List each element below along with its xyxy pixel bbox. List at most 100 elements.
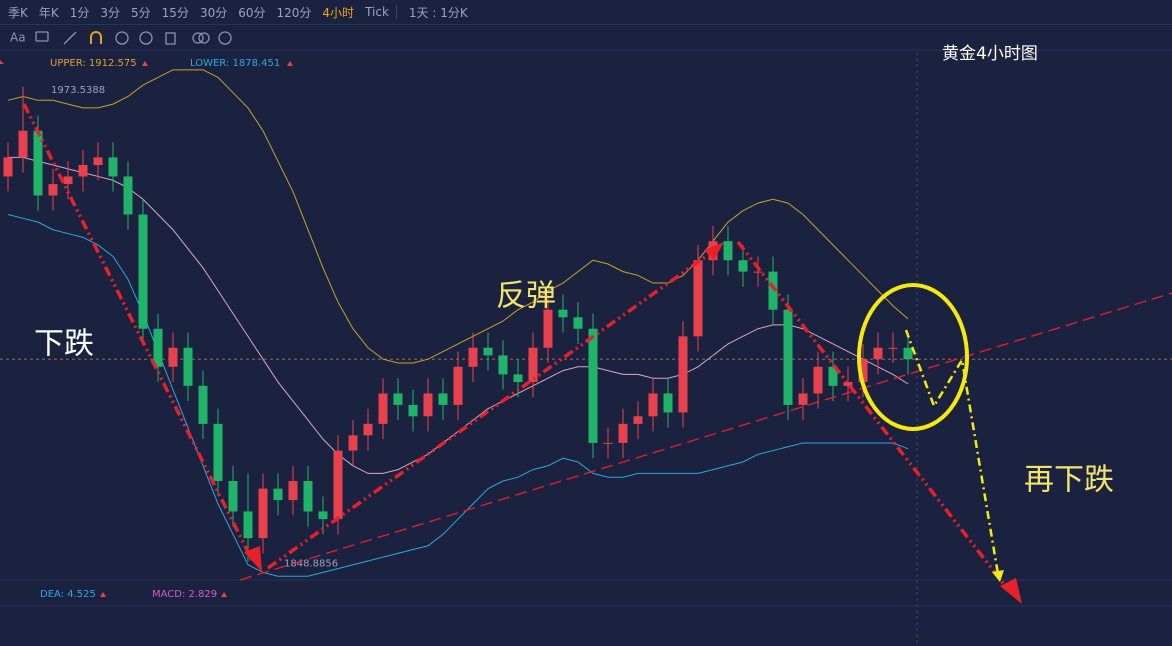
period-button[interactable]: 5分 — [131, 5, 151, 20]
arrowhead — [992, 570, 1004, 582]
period-button[interactable]: 季K — [8, 5, 28, 20]
candle-body — [168, 347, 178, 367]
candle-body — [843, 382, 853, 386]
candle-body — [723, 241, 733, 261]
comment-icon[interactable] — [35, 31, 49, 42]
candle-body — [633, 416, 643, 424]
candle-body — [78, 165, 88, 177]
candle-body — [618, 423, 628, 443]
macd-label: MACD: 2.829 — [152, 589, 217, 600]
marker — [287, 61, 293, 66]
chart-title: 黄金4小时图 — [942, 44, 1038, 64]
candle-body — [123, 176, 133, 215]
link-icon[interactable] — [192, 32, 204, 44]
arrowhead — [704, 242, 724, 260]
candle-body — [858, 359, 868, 383]
candle-body — [453, 366, 463, 405]
separator — [395, 5, 397, 19]
candle-body — [258, 488, 268, 539]
arrowhead — [1000, 578, 1022, 604]
candle-body — [378, 393, 388, 424]
period-button[interactable]: Tick — [365, 5, 389, 19]
annotation: 下跌 — [34, 327, 94, 362]
max-label: 1973.5388 — [51, 85, 105, 96]
period-button[interactable]: 年K — [38, 5, 59, 20]
candle-body — [438, 393, 448, 405]
candle-body — [198, 385, 208, 424]
marker — [221, 592, 227, 597]
candle-body — [573, 317, 583, 329]
candle-body — [408, 404, 418, 417]
settings-icon[interactable] — [218, 31, 232, 45]
period-button[interactable]: 30分 — [199, 5, 228, 20]
candle-body — [333, 450, 343, 520]
candle-body — [273, 488, 283, 501]
delete-icon[interactable] — [165, 32, 176, 45]
candle-body — [363, 423, 373, 436]
trend-line — [239, 292, 1172, 581]
period-button[interactable]: 3分 — [100, 5, 121, 20]
candle-body — [63, 176, 73, 185]
candle-body — [468, 347, 478, 367]
candle-body — [813, 366, 823, 394]
annotation: 反弹 — [496, 279, 556, 314]
candle-body — [303, 481, 313, 512]
candle-body — [783, 309, 793, 405]
period-button[interactable]: 15分 — [161, 5, 189, 20]
candle-body — [213, 423, 223, 482]
candle-body — [738, 260, 748, 272]
marker — [100, 592, 106, 597]
candle-body — [768, 271, 778, 310]
candle-body — [693, 260, 703, 337]
dea-label: DEA: 4.525 — [40, 589, 96, 600]
text-tool[interactable]: Aa — [10, 31, 26, 45]
magnet-icon[interactable] — [90, 31, 102, 44]
candle-body — [393, 393, 403, 405]
focus-circle — [857, 283, 969, 431]
candle-body — [513, 374, 523, 383]
candle-body — [243, 511, 253, 539]
candle-body — [498, 355, 508, 375]
range-select[interactable]: 1天 : 1分K — [408, 5, 468, 20]
candle-body — [318, 511, 328, 520]
candle-body — [423, 393, 433, 417]
candle-body — [663, 393, 673, 413]
candle-body — [648, 393, 658, 417]
upper-label: UPPER: 1912.575 — [50, 58, 137, 69]
candle-body — [558, 309, 568, 318]
eye-icon[interactable] — [115, 31, 129, 45]
down-arrow — [736, 240, 1012, 594]
candle-body — [93, 157, 103, 166]
candle-body — [228, 481, 238, 512]
candle-body — [903, 347, 913, 360]
candle-body — [873, 347, 883, 360]
candle-body — [48, 184, 58, 196]
candle-body — [888, 347, 898, 349]
candle-body — [528, 347, 538, 383]
arrowhead — [244, 546, 262, 572]
period-button[interactable]: 60分 — [238, 5, 266, 20]
band-line — [7, 69, 909, 364]
period-button[interactable]: 120分 — [276, 5, 312, 20]
candle-body — [543, 309, 553, 348]
candle-body — [3, 157, 13, 177]
hide-icon[interactable] — [139, 31, 153, 45]
period-button[interactable]: 4小时 — [322, 5, 355, 20]
candle-body — [483, 347, 493, 356]
annotation-drawings — [22, 103, 1172, 604]
period-button[interactable]: 1分 — [69, 5, 90, 20]
candle-body — [153, 328, 163, 367]
candle-body — [288, 481, 298, 501]
candle-body — [798, 393, 808, 405]
rebound-arrow — [266, 250, 714, 570]
line-icon[interactable] — [63, 31, 77, 45]
marker — [0, 60, 4, 64]
projection-path — [904, 329, 1000, 575]
plot: 1973.5388 1848.8856 — [0, 69, 1172, 577]
candle-body — [18, 130, 28, 158]
candle-body — [138, 214, 148, 329]
period-toolbar: 季K 年K 1分 3分 5分 15分 30分 60分 120分 4小时 Tick 1天 : 1分K — [0, 0, 1172, 25]
candle-body — [33, 130, 43, 196]
